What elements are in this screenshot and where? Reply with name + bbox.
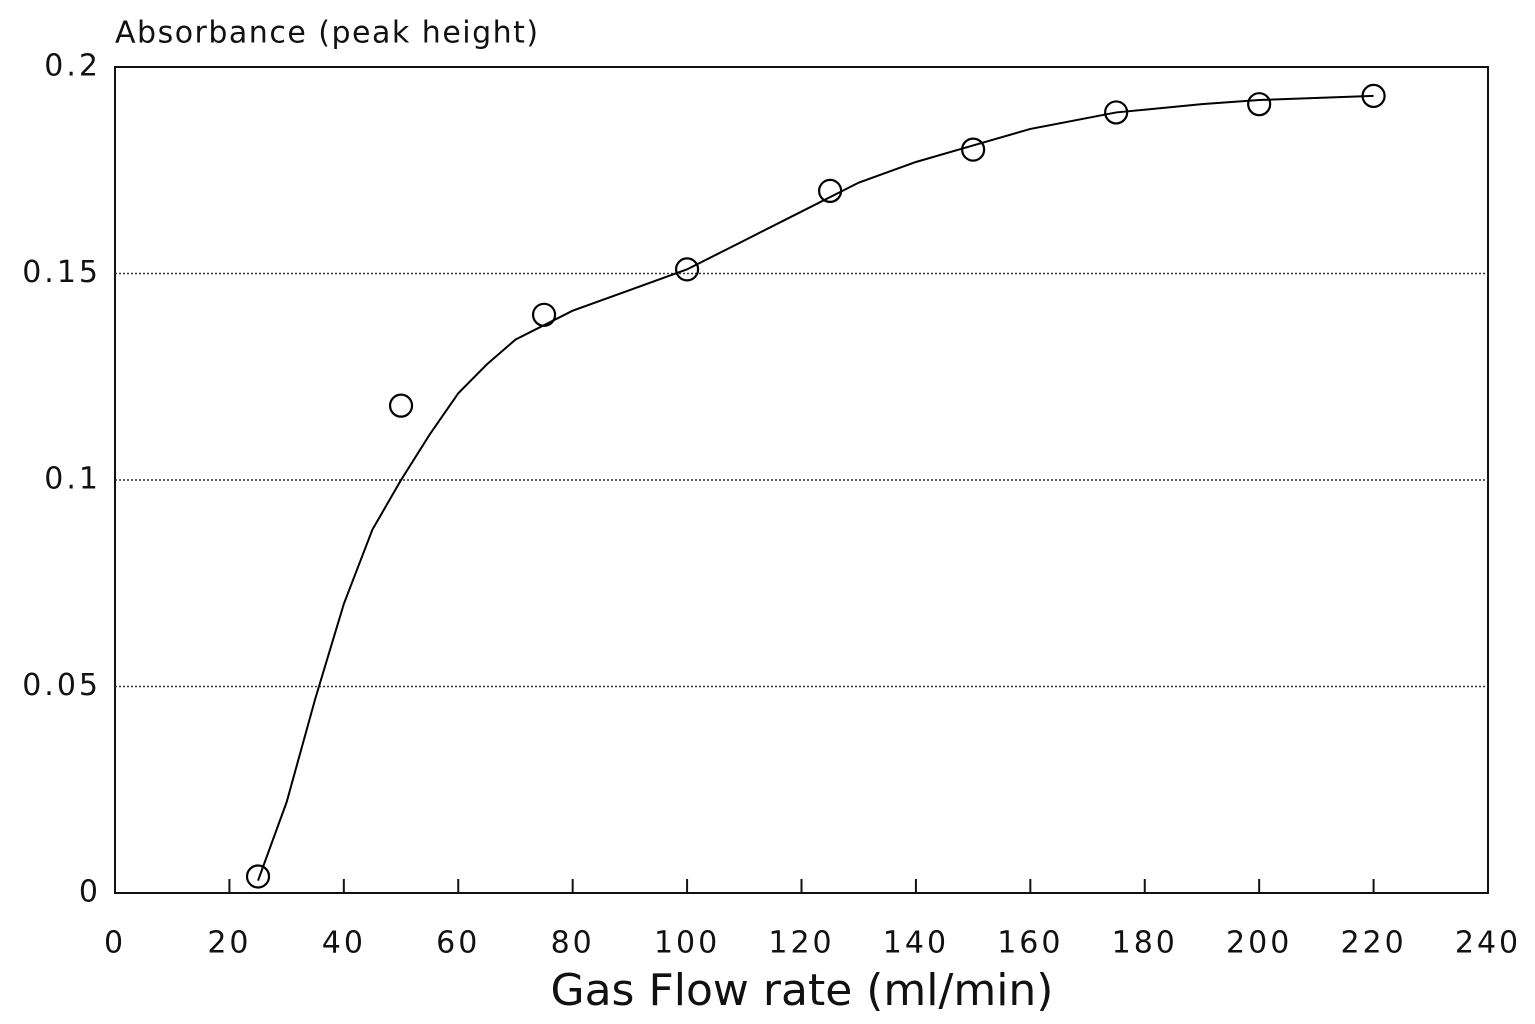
x-tick-label: 80 <box>551 926 595 961</box>
x-tick-label: 60 <box>436 926 480 961</box>
x-tick-label: 160 <box>997 926 1063 961</box>
data-point <box>818 178 843 203</box>
y-tick-label: 0.15 <box>22 255 101 290</box>
x-tick-label: 180 <box>1112 926 1178 961</box>
x-tick-label: 0 <box>104 926 126 961</box>
y-tick-label: 0.2 <box>44 49 101 84</box>
x-tick-label: 20 <box>207 926 251 961</box>
y-tick-label: 0.1 <box>44 462 101 497</box>
data-point <box>388 393 414 418</box>
x-axis-label: Gas Flow rate (ml/min) <box>551 965 1054 1016</box>
data-point <box>531 302 557 327</box>
data-point <box>961 137 986 162</box>
data-point <box>674 257 700 282</box>
y-tick-label: 0 <box>79 875 101 910</box>
x-tick-label: 100 <box>654 926 720 961</box>
x-tick-label: 120 <box>768 926 834 961</box>
fit-line <box>257 94 1374 881</box>
data-point <box>1247 92 1272 117</box>
y-axis-label: Absorbance (peak height) <box>115 16 540 51</box>
data-point <box>1104 100 1129 125</box>
x-tick-label: 140 <box>883 926 949 961</box>
x-tick-label: 220 <box>1340 926 1406 961</box>
x-tick-label: 240 <box>1455 926 1521 961</box>
y-tick-label: 0.05 <box>22 668 101 703</box>
x-tick-label: 200 <box>1226 926 1292 961</box>
data-point <box>245 864 271 889</box>
x-tick-label: 40 <box>322 926 366 961</box>
